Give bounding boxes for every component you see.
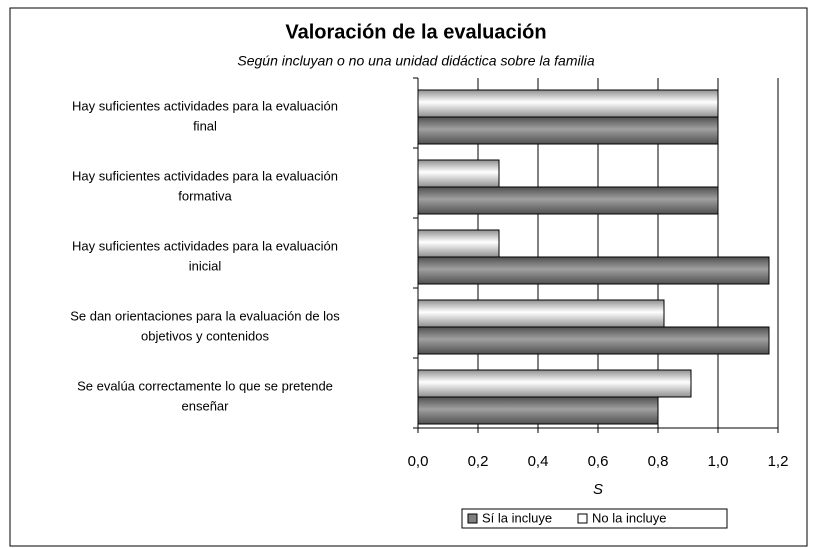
chart-subtitle: Según incluyan o no una unidad didáctica… — [237, 53, 594, 69]
y-tick-label: formativa — [178, 188, 232, 203]
bar — [417, 369, 692, 398]
x-tick-label: 0,4 — [528, 453, 549, 470]
y-tick-label: enseñar — [182, 398, 230, 413]
x-tick-label: 1,2 — [768, 453, 789, 470]
y-tick-label: objetivos y contenidos — [141, 328, 269, 343]
x-tick-label: 1,0 — [708, 453, 729, 470]
bar — [417, 256, 770, 285]
x-tick-label: 0,0 — [408, 453, 429, 470]
bar — [417, 186, 719, 215]
x-tick-label: 0,6 — [588, 453, 609, 470]
bar — [417, 229, 500, 258]
bar — [417, 116, 719, 145]
legend-box — [461, 508, 728, 529]
chart-title: Valoración de la evaluación — [285, 21, 546, 43]
legend-swatch — [577, 513, 588, 524]
y-tick-label: Se evalúa correctamente lo que se preten… — [77, 378, 333, 393]
y-tick-label: inicial — [189, 258, 222, 273]
legend-label: Sí la incluye — [482, 510, 552, 525]
bar — [417, 396, 659, 425]
y-tick-label: Hay suficientes actividades para la eval… — [72, 98, 338, 113]
x-axis-label: S — [593, 481, 603, 498]
bar — [417, 299, 665, 328]
y-tick-label: final — [193, 118, 217, 133]
bar — [417, 159, 500, 188]
x-tick-label: 0,2 — [468, 453, 489, 470]
legend-swatch — [467, 513, 478, 524]
legend-label: No la incluye — [592, 510, 666, 525]
bar — [417, 326, 770, 355]
bar — [417, 89, 719, 118]
y-tick-label: Hay suficientes actividades para la eval… — [72, 168, 338, 183]
y-tick-label: Se dan orientaciones para la evaluación … — [70, 308, 340, 323]
x-tick-label: 0,8 — [648, 453, 669, 470]
y-tick-label: Hay suficientes actividades para la eval… — [72, 238, 338, 253]
